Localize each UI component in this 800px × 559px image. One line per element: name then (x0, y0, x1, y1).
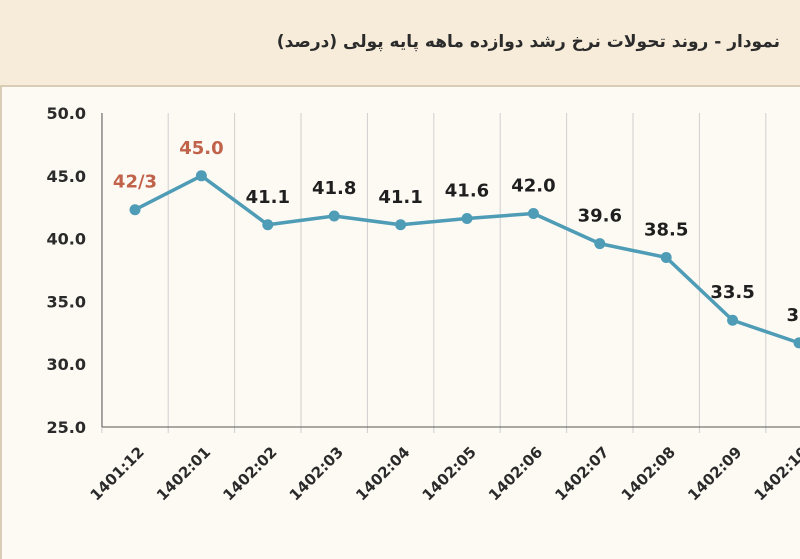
data-point (661, 252, 672, 263)
data-label: 42.0 (511, 175, 555, 196)
y-tick-label: 35.0 (47, 292, 86, 311)
x-tick-label: 1402:04 (352, 443, 413, 504)
data-point (727, 315, 738, 326)
data-label: 41.1 (378, 187, 422, 208)
x-tick-label: 1402:10 (751, 443, 800, 504)
data-labels: 42/3 45.0 41.1 41.8 41.1 41.6 42.0 39.6 38.5 33.5… (113, 138, 800, 326)
y-tick-label: 30.0 (47, 355, 86, 374)
data-label: 31 (786, 305, 800, 326)
data-label: 33.5 (710, 282, 754, 303)
data-point (462, 213, 473, 224)
y-tick-label: 50.0 (47, 104, 86, 123)
y-axis: 25.0 30.0 35.0 40.0 45.0 50.0 (47, 104, 102, 437)
y-tick-label: 25.0 (47, 418, 86, 437)
data-label: 42/3 (113, 172, 157, 193)
data-point (262, 219, 273, 230)
x-tick-label: 1402:05 (419, 443, 480, 504)
data-label: 38.5 (644, 219, 688, 240)
x-tick-label: 1402:06 (485, 443, 546, 504)
data-point (196, 170, 207, 181)
grid-lines (102, 113, 766, 433)
x-tick-label: 1402:02 (219, 443, 280, 504)
data-label: 41.8 (312, 178, 356, 199)
data-point (329, 210, 340, 221)
data-label: 45.0 (179, 138, 223, 159)
y-tick-label: 40.0 (47, 230, 86, 249)
data-point (130, 204, 141, 215)
data-point (594, 238, 605, 249)
x-tick-label: 1402:01 (153, 443, 214, 504)
data-point (528, 208, 539, 219)
y-tick-label: 45.0 (47, 167, 86, 186)
data-point (794, 337, 800, 348)
x-tick-label: 1402:07 (551, 443, 612, 504)
x-tick-label: 1401:12 (87, 443, 148, 504)
data-label: 41.6 (445, 181, 489, 202)
data-label: 41.1 (246, 187, 290, 208)
x-tick-label: 1402:03 (286, 443, 347, 504)
x-tick-label: 1402:09 (684, 443, 745, 504)
data-point (395, 219, 406, 230)
x-tick-label: 1402:08 (618, 443, 679, 504)
data-label: 39.6 (578, 206, 622, 227)
